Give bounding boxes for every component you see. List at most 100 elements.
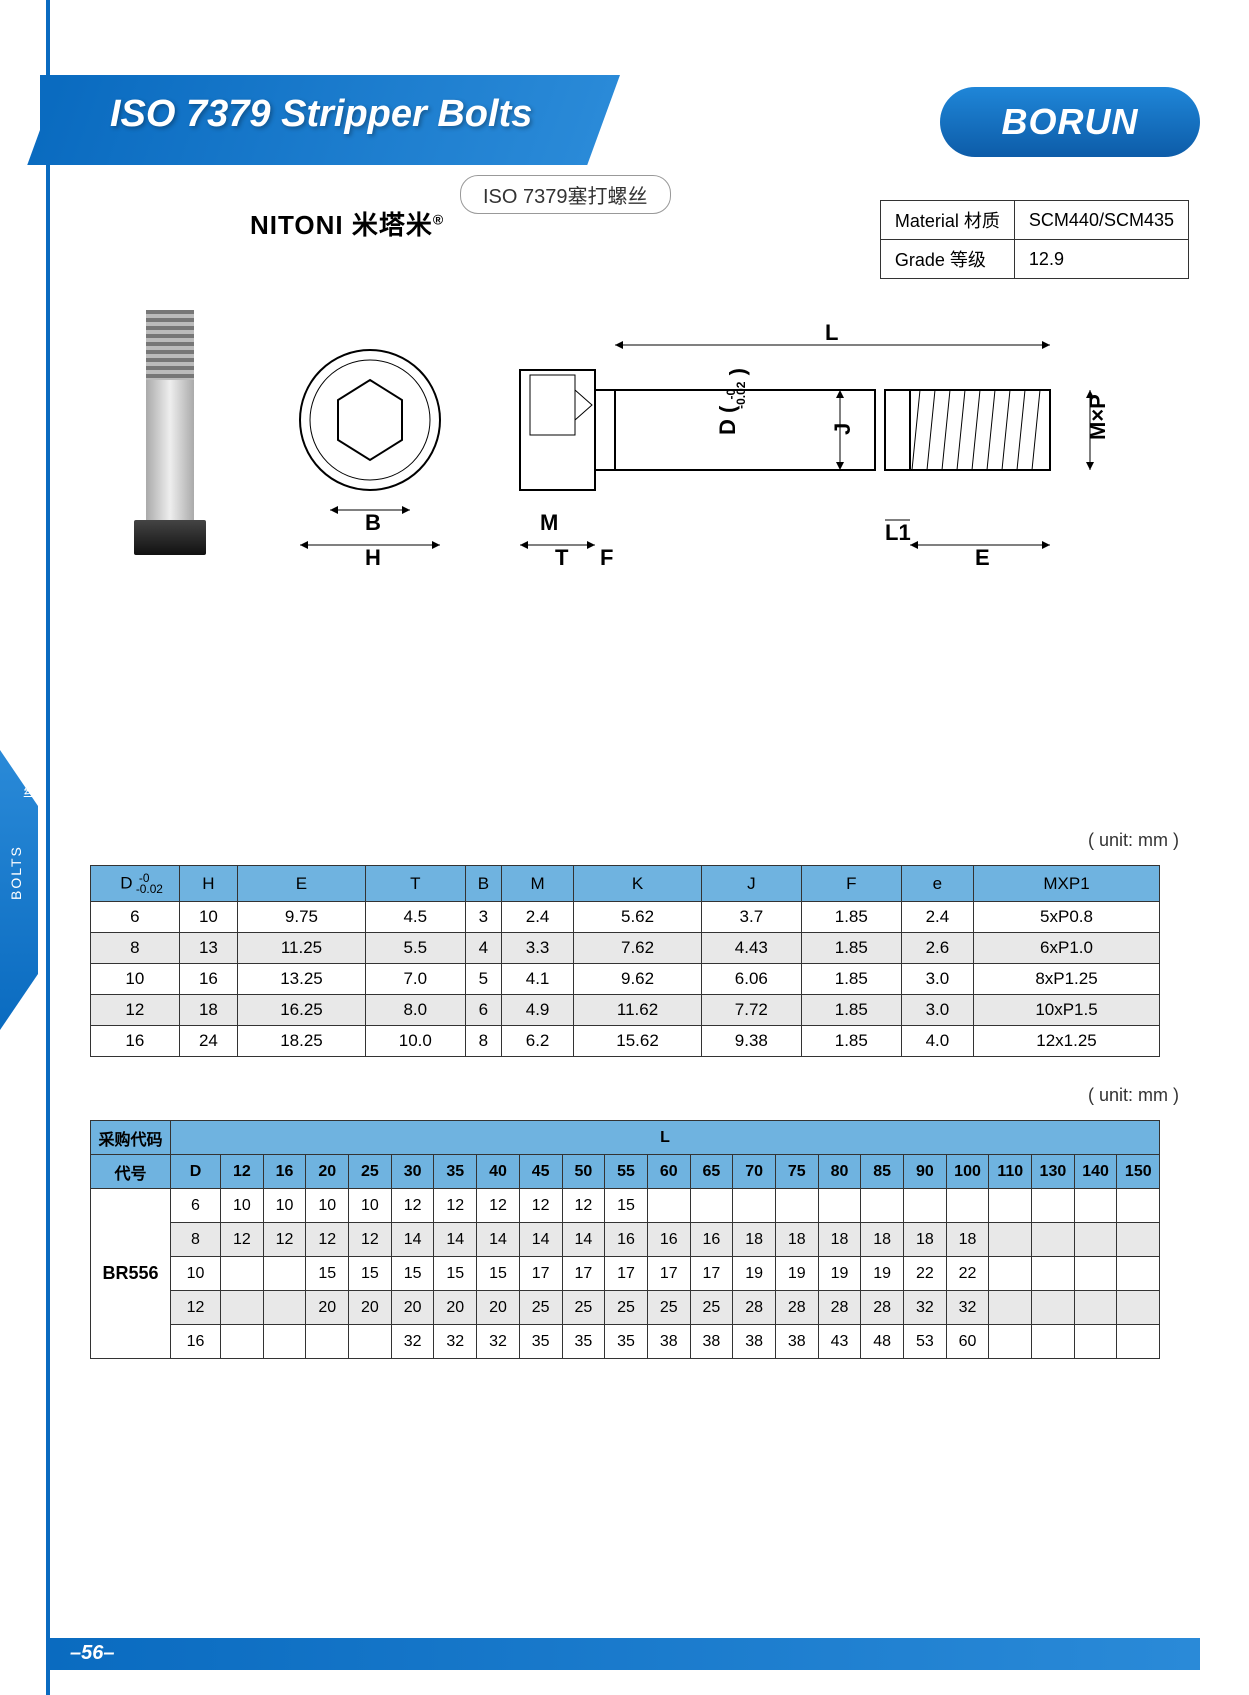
t2-cell: 10: [349, 1189, 392, 1223]
material-info-table: Material 材质SCM440/SCM435 Grade 等级12.9: [880, 200, 1189, 279]
t2-cell: 35: [605, 1325, 648, 1359]
nitomi-brand: NITONI 米塔米®: [250, 205, 444, 242]
table1-header-cell: T: [365, 866, 465, 902]
t2-cell: 12: [349, 1223, 392, 1257]
table1-cell: 8: [465, 1026, 501, 1057]
t2-cell: 28: [775, 1291, 818, 1325]
table1-header-cell: F: [801, 866, 901, 902]
t2-cell: 35: [562, 1325, 605, 1359]
table1-cell: 16: [179, 964, 237, 995]
t2-cell: 20: [306, 1291, 349, 1325]
t2-L-col: 150: [1117, 1155, 1160, 1189]
t2-cell: 25: [519, 1291, 562, 1325]
table1-header-cell: MXP1: [974, 866, 1160, 902]
table1-cell: 4.43: [701, 933, 801, 964]
t2-cell: 14: [477, 1223, 520, 1257]
t2-cell: 20: [349, 1291, 392, 1325]
t2-cell: [263, 1291, 306, 1325]
t2-d-cell: 6: [171, 1189, 221, 1223]
t2-cell: [946, 1189, 989, 1223]
info-material-label: Material 材质: [880, 201, 1014, 240]
t2-cell: 25: [647, 1291, 690, 1325]
t2-row: 1015151515151717171717191919192222: [91, 1257, 1160, 1291]
t2-cell: [1117, 1223, 1160, 1257]
table1-cell: 3.0: [901, 995, 973, 1026]
t2-row: 163232323535353838383843485360: [91, 1325, 1160, 1359]
t2-cell: [861, 1189, 904, 1223]
t2-cell: [1032, 1223, 1075, 1257]
table1-cell: 1.85: [801, 964, 901, 995]
dim-B: B: [365, 510, 381, 535]
t2-L-col: 60: [647, 1155, 690, 1189]
t2-cell: 18: [818, 1223, 861, 1257]
table1-cell: 7.72: [701, 995, 801, 1026]
page-title: ISO 7379 Stripper Bolts: [110, 93, 532, 136]
side-label-zh: 螺丝: [20, 770, 40, 798]
t2-L-header: L: [171, 1121, 1160, 1155]
t2-cell: [647, 1189, 690, 1223]
t2-cell: 12: [434, 1189, 477, 1223]
t2-cell: 10: [221, 1189, 264, 1223]
t2-cell: 19: [733, 1257, 776, 1291]
t2-L-col: 50: [562, 1155, 605, 1189]
t2-L-col: 45: [519, 1155, 562, 1189]
table1-header-cell: H: [179, 866, 237, 902]
table1-row: 162418.2510.086.215.629.381.854.012x1.25: [91, 1026, 1160, 1057]
t2-row: BR556610101010121212121215: [91, 1189, 1160, 1223]
table1-cell: 18: [179, 995, 237, 1026]
t2-L-col: 70: [733, 1155, 776, 1189]
t2-cell: 15: [605, 1189, 648, 1223]
t2-cell: 18: [904, 1223, 947, 1257]
table1-cell: 8.0: [365, 995, 465, 1026]
table1-cell: 10.0: [365, 1026, 465, 1057]
table1-cell: 11.62: [574, 995, 702, 1026]
table1-cell: 6xP1.0: [974, 933, 1160, 964]
page-subtitle: ISO 7379塞打螺丝: [460, 175, 671, 214]
nitomi-text: NITONI 米塔米: [250, 210, 433, 240]
brand-logo-pill: BORUN: [940, 87, 1200, 157]
dim-MxP: M×P: [1085, 394, 1110, 440]
t2-cell: [1074, 1291, 1117, 1325]
t2-cell: [690, 1189, 733, 1223]
table1-cell: 10: [179, 902, 237, 933]
t2-cell: [1117, 1291, 1160, 1325]
t2-cell: 18: [775, 1223, 818, 1257]
t2-cell: 17: [562, 1257, 605, 1291]
t2-cell: 17: [605, 1257, 648, 1291]
table1-header-cell: K: [574, 866, 702, 902]
table1-header-cell: M: [501, 866, 573, 902]
dim-L: L: [825, 320, 838, 345]
t2-cell: 12: [477, 1189, 520, 1223]
table1-cell: 9.62: [574, 964, 702, 995]
t2-cell: 12: [221, 1223, 264, 1257]
t2-cell: 25: [690, 1291, 733, 1325]
table1-cell: 3.3: [501, 933, 573, 964]
t2-cell: [221, 1291, 264, 1325]
dim-H: H: [365, 545, 381, 570]
table1-cell: 2.6: [901, 933, 973, 964]
technical-drawing: B H L D ( -0-0.02 ) J: [280, 320, 1150, 580]
table1-cell: 24: [179, 1026, 237, 1057]
t2-cell: 22: [904, 1257, 947, 1291]
table1-cell: 2.4: [501, 902, 573, 933]
t2-cell: 22: [946, 1257, 989, 1291]
table1-cell: 12: [91, 995, 180, 1026]
t2-cell: 35: [519, 1325, 562, 1359]
t2-cell: 16: [690, 1223, 733, 1257]
t2-L-col: 80: [818, 1155, 861, 1189]
t2-cell: 18: [733, 1223, 776, 1257]
t2-L-col: 40: [477, 1155, 520, 1189]
table1-cell: 5xP0.8: [974, 902, 1160, 933]
t2-br556: BR556: [91, 1189, 171, 1359]
t2-cell: 19: [818, 1257, 861, 1291]
t2-body: BR55661010101012121212121581212121214141…: [91, 1189, 1160, 1359]
info-grade-value: 12.9: [1014, 240, 1188, 279]
t2-cell: 19: [775, 1257, 818, 1291]
table1-cell: 5.5: [365, 933, 465, 964]
dim-L1: L1: [885, 520, 911, 545]
table1-cell: 7.0: [365, 964, 465, 995]
t2-d-cell: 10: [171, 1257, 221, 1291]
t2-cell: 32: [946, 1291, 989, 1325]
bolt-shank: [146, 380, 194, 520]
table1-cell: 6: [91, 902, 180, 933]
